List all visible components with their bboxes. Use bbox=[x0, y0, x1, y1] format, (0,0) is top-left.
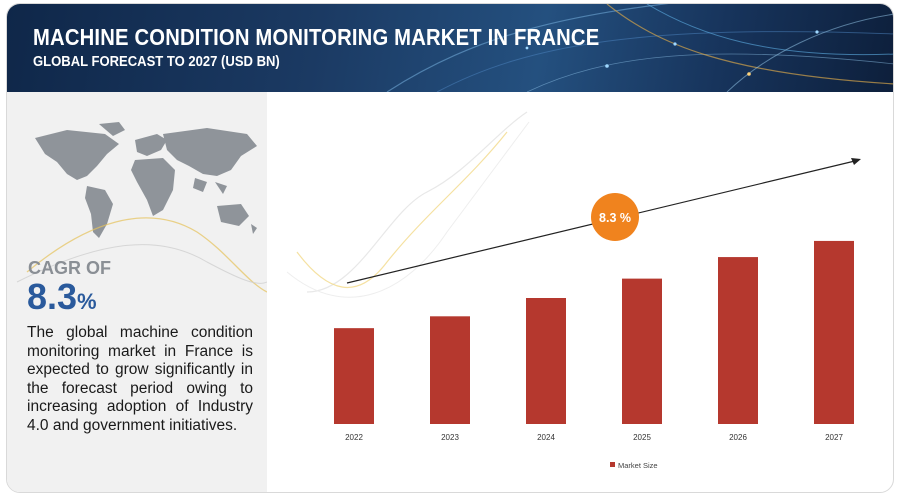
legend-label-market-size: Market Size bbox=[618, 461, 658, 470]
bar-2026 bbox=[718, 257, 758, 424]
x-tick-label-2027: 2027 bbox=[825, 433, 843, 442]
sidebar-panel: CAGR OF 8.3% The global machine conditio… bbox=[7, 92, 267, 492]
page-title: MACHINE CONDITION MONITORING MARKET IN F… bbox=[33, 24, 600, 50]
bar-2027 bbox=[814, 240, 854, 424]
x-axis-tick-labels: 2022 2023 2024 2025 2026 2027 bbox=[345, 433, 843, 442]
bar-2024 bbox=[526, 298, 566, 424]
world-map-icon bbox=[35, 122, 257, 238]
sidebar-decor-lines bbox=[16, 217, 267, 293]
x-tick-label-2026: 2026 bbox=[729, 433, 747, 442]
legend-swatch-market-size bbox=[610, 462, 615, 467]
market-description: The global machine condition monitoring … bbox=[27, 324, 253, 434]
cagr-unit: % bbox=[77, 289, 97, 314]
cagr-badge bbox=[591, 193, 639, 241]
x-tick-label-2025: 2025 bbox=[633, 433, 651, 442]
chart-legend: Market Size bbox=[610, 461, 658, 470]
cagr-label: CAGR OF bbox=[28, 258, 111, 278]
header-banner: MACHINE CONDITION MONITORING MARKET IN F… bbox=[7, 4, 893, 92]
banner-background-lines bbox=[386, 4, 893, 92]
bar-2022 bbox=[334, 328, 374, 424]
cagr-value: 8.3 bbox=[27, 276, 78, 317]
bar-series-market-size bbox=[334, 240, 854, 424]
trend-arrowhead-icon bbox=[851, 158, 861, 165]
x-tick-label-2022: 2022 bbox=[345, 433, 363, 442]
bar-2025 bbox=[622, 278, 662, 424]
x-tick-label-2024: 2024 bbox=[537, 433, 555, 442]
infographic-frame: MACHINE CONDITION MONITORING MARKET IN F… bbox=[6, 3, 894, 493]
x-tick-label-2023: 2023 bbox=[441, 433, 459, 442]
page-subtitle: GLOBAL FORECAST TO 2027 (USD BN) bbox=[33, 54, 280, 70]
market-size-bar-chart: 2022 2023 2024 2025 2026 2027 8.3 % Market Si… bbox=[286, 111, 861, 470]
cagr-value-display: 8.3% bbox=[27, 276, 97, 318]
cagr-badge-label: 8.3 % bbox=[599, 211, 631, 225]
bar-2023 bbox=[430, 316, 470, 424]
